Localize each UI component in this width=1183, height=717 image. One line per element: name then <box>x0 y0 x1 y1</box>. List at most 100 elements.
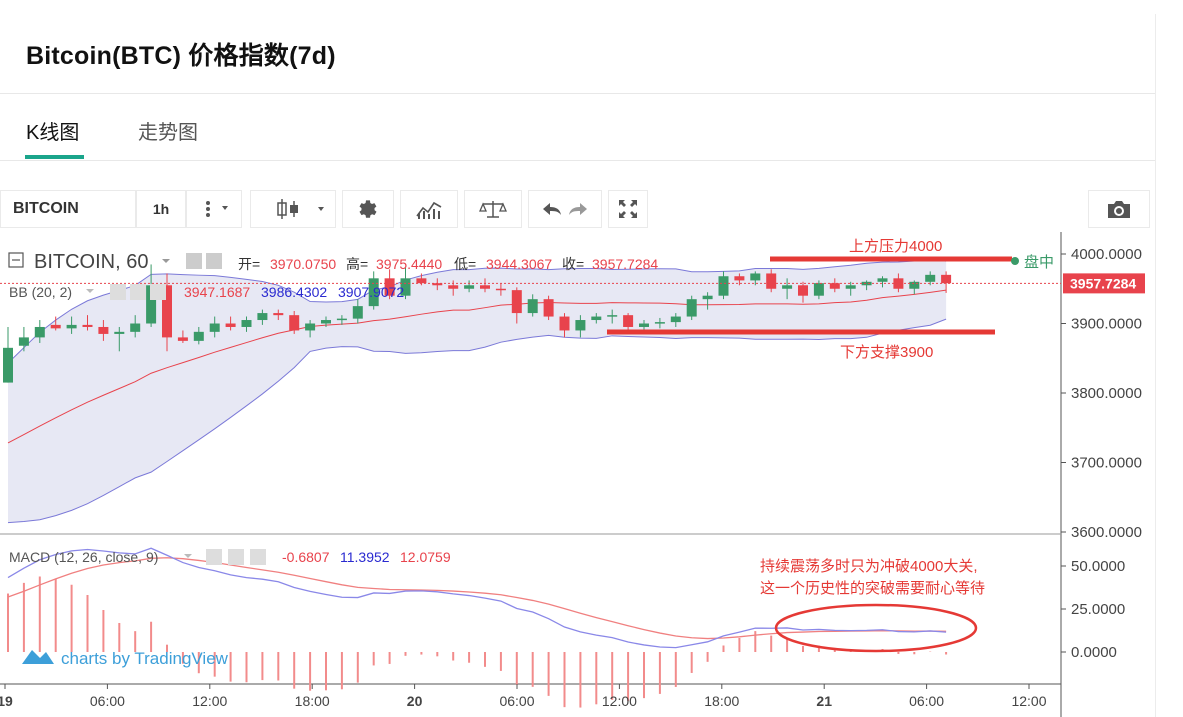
watermark: charts by TradingView <box>61 649 229 668</box>
chart-type-button[interactable] <box>250 190 336 228</box>
low-value: 3944.3067 <box>486 256 552 272</box>
close-label: 收= <box>562 256 584 272</box>
candle-body <box>702 295 713 300</box>
close-icon[interactable] <box>250 549 266 565</box>
candle-body <box>511 290 522 314</box>
annotations: 上方压力4000 下方支撑3900 持续震荡多时只为冲破4000大关, 这一个历… <box>607 238 1054 653</box>
candle-body <box>82 324 93 327</box>
redo-icon[interactable] <box>565 198 591 220</box>
candle-body <box>50 324 61 329</box>
eye-icon[interactable] <box>206 549 222 565</box>
time-tick-label: 12:00 <box>1011 693 1046 709</box>
symbol-search-button[interactable]: BITCOIN <box>0 190 136 228</box>
gear-icon[interactable] <box>130 284 146 300</box>
candle-body <box>845 285 856 289</box>
macd-hist-value: -0.6807 <box>282 549 330 565</box>
high-label: 高= <box>346 256 368 272</box>
candle-body <box>146 285 157 324</box>
candle-body <box>66 324 77 329</box>
candle-body <box>209 323 220 332</box>
candle-body <box>829 283 840 289</box>
candle-body <box>766 273 777 289</box>
macd-signal-line <box>7 557 947 640</box>
undo-icon[interactable] <box>539 198 565 220</box>
candles-icon <box>277 199 324 219</box>
candle-body <box>336 318 347 321</box>
candle-body <box>782 285 793 289</box>
time-tick-label: 12:00 <box>602 693 637 709</box>
candle-body <box>448 285 459 289</box>
candle-body <box>114 331 125 334</box>
macd-line <box>7 547 947 649</box>
close-value: 3957.7284 <box>592 256 658 272</box>
candle-body <box>639 323 649 327</box>
close-icon[interactable] <box>150 284 166 300</box>
time-tick-label: 12:00 <box>192 693 227 709</box>
chevron-down-icon[interactable] <box>86 289 94 293</box>
snapshot-button[interactable] <box>1088 190 1150 228</box>
interval-menu-button[interactable] <box>186 190 242 228</box>
chart-background <box>0 232 1062 717</box>
gear-icon[interactable] <box>228 549 244 565</box>
note-line-2: 这一个历史性的突破需要耐心等待 <box>760 579 985 597</box>
tab-kline[interactable]: K线图 <box>26 122 80 144</box>
fullscreen-icon <box>619 200 637 218</box>
chevron-down-icon[interactable] <box>184 554 192 558</box>
eye-icon[interactable] <box>110 284 126 300</box>
compare-button[interactable] <box>464 190 522 228</box>
candle-body <box>352 306 363 319</box>
price-chart[interactable]: 3600.0000 3700.0000 3800.0000 3900.0000 4000… <box>0 232 1160 717</box>
chevron-down-icon[interactable] <box>162 259 170 263</box>
candle-body <box>527 299 538 314</box>
candle-body <box>384 278 395 296</box>
fullscreen-button[interactable] <box>608 190 648 228</box>
bb-label: BB (20, 2) <box>9 284 72 300</box>
support-label: 下方支撑3900 <box>840 344 933 361</box>
macd-tick-label: 50.0000 <box>1071 558 1125 575</box>
settings-button[interactable] <box>342 190 394 228</box>
collapse-icon[interactable] <box>8 252 24 268</box>
last-price-label: 3957.7284 <box>1070 275 1136 291</box>
candle-body <box>543 299 554 317</box>
compare-icon <box>479 201 507 218</box>
candle-body <box>18 337 29 346</box>
eye-icon[interactable] <box>186 253 202 269</box>
tab-trend[interactable]: 走势图 <box>138 122 198 144</box>
gear-icon <box>359 200 377 218</box>
axes: 3600.0000 3700.0000 3800.0000 3900.0000 4000… <box>0 246 1145 709</box>
candle-body <box>877 278 888 282</box>
candle-body <box>941 274 952 284</box>
highlight-ellipse <box>774 603 978 653</box>
price-tick-label: 4000.0000 <box>1071 246 1142 263</box>
candle-body <box>480 285 490 289</box>
candle-body <box>909 281 920 289</box>
time-tick-label: 18:00 <box>704 693 739 709</box>
candle-body <box>591 316 602 321</box>
time-tick-label: 19 <box>0 693 13 709</box>
macd-signal-value: 12.0759 <box>400 549 451 565</box>
indicators-button[interactable] <box>400 190 458 228</box>
candle-body <box>893 278 904 289</box>
price-tick-label: 3700.0000 <box>1071 455 1142 472</box>
tradingview-logo-icon <box>22 650 54 664</box>
legend: BITCOIN, 60 开= 3970.0750 高= 3975.4440 低=… <box>8 251 658 668</box>
more-vert-icon <box>206 201 228 217</box>
candle-body <box>718 276 729 296</box>
candle-body <box>289 315 300 331</box>
candle-body <box>464 285 475 289</box>
candle-body <box>416 278 427 284</box>
candle-body <box>305 323 316 331</box>
candle-body <box>98 326 109 334</box>
candle-body <box>750 273 761 281</box>
candle-body <box>130 323 141 332</box>
bb-lower-line <box>7 318 947 524</box>
candle-body <box>861 281 872 286</box>
bb-lower-value: 3907.9072 <box>338 284 404 300</box>
candle-body <box>257 313 268 321</box>
gear-icon[interactable] <box>206 253 222 269</box>
bb-mid-line <box>7 289 947 444</box>
open-label: 开= <box>238 256 260 272</box>
interval-button[interactable]: 1h <box>136 190 186 228</box>
candle-body <box>432 283 443 286</box>
bb-upper-line <box>7 258 947 364</box>
